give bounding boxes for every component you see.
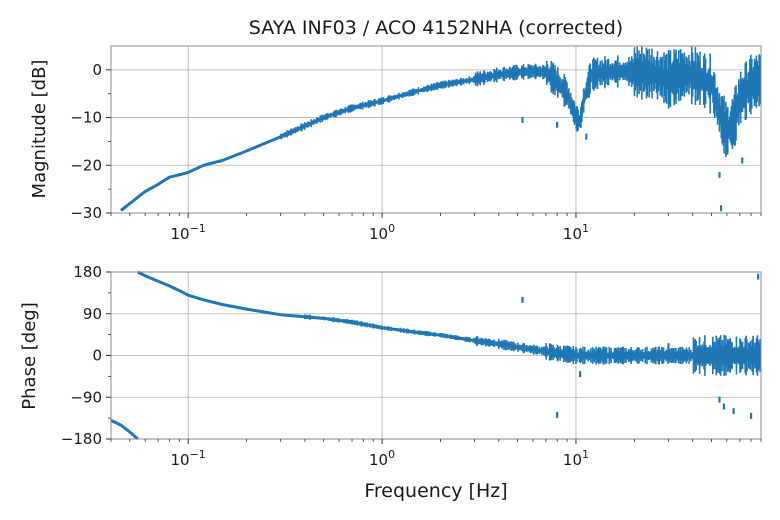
x-tick-label: 10−1: [171, 448, 206, 469]
phase-panel: 180 90 0 −90 −180 10−1 100 101 Phase [deg]: [19, 263, 762, 469]
x-tick-label: 10−1: [171, 222, 206, 243]
magnitude-y-axis-label: Magnitude [dB]: [29, 60, 50, 199]
phase-y-axis-label: Phase [deg]: [19, 302, 40, 409]
phase-x-ticks: 10−1 100 101: [110, 439, 762, 469]
magnitude-frame: [110, 45, 762, 214]
phase-y-ticks: 180 90 0 −90 −180: [61, 263, 111, 448]
series-line-phase-wrapped: [110, 419, 139, 441]
y-tick-label: −30: [70, 204, 102, 222]
x-tick-label: 100: [369, 222, 395, 243]
y-tick-label: −20: [70, 156, 102, 174]
magnitude-x-ticks: 10−1 100 101: [110, 213, 762, 243]
y-tick-label: −90: [70, 388, 102, 406]
y-tick-label: −180: [61, 430, 102, 448]
x-axis-label: Frequency [Hz]: [364, 480, 507, 502]
magnitude-noise-band: [279, 46, 761, 212]
y-tick-label: −10: [70, 109, 102, 127]
magnitude-panel: 0 −10 −20 −30 10−1 100 101 Magnitude [dB]: [29, 45, 762, 243]
magnitude-y-ticks: 0 −10 −20 −30: [70, 61, 111, 222]
x-tick-label: 100: [369, 448, 395, 469]
chart-title: SAYA INF03 / ACO 4152NHA (corrected): [249, 17, 623, 39]
x-tick-label: 101: [563, 222, 589, 243]
y-tick-label: 90: [83, 305, 102, 323]
x-tick-label: 101: [563, 448, 589, 469]
y-tick-label: 180: [73, 263, 102, 281]
y-tick-label: 0: [92, 61, 102, 79]
phase-noise-band: [304, 273, 761, 419]
y-tick-label: 0: [92, 347, 102, 365]
